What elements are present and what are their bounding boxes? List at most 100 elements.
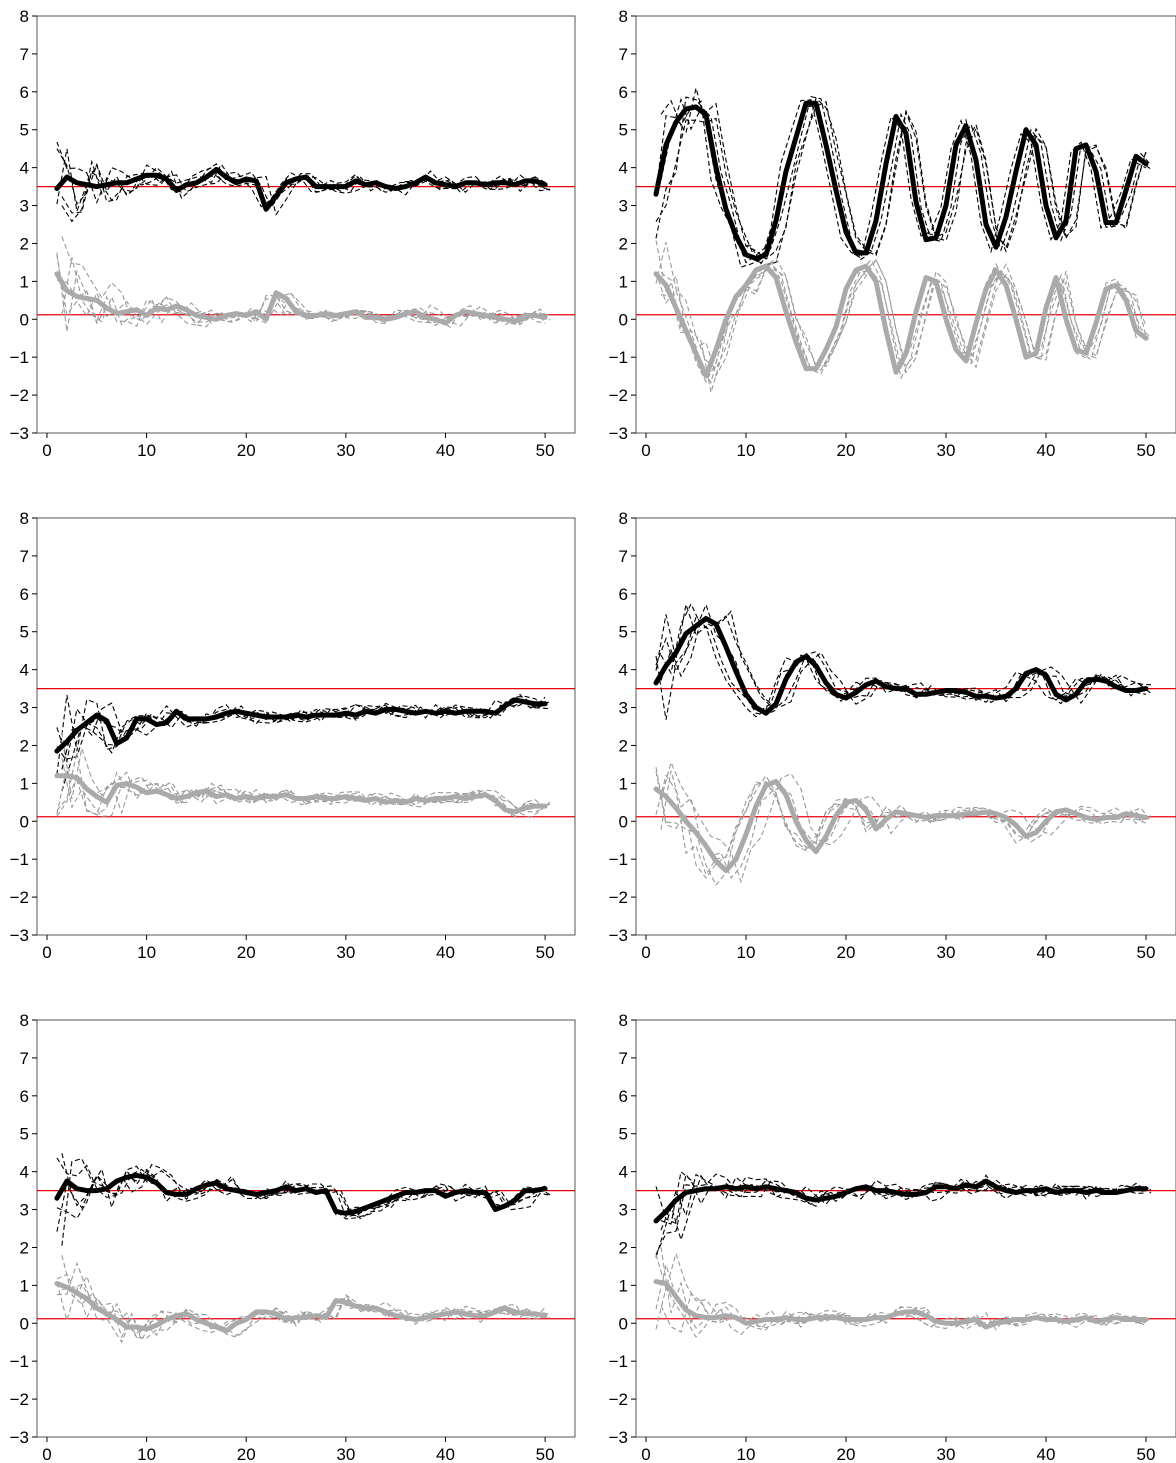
- lower-mean-line: [653, 263, 1149, 379]
- y-tick-label: −3: [10, 424, 29, 443]
- y-tick-label: 0: [20, 310, 29, 329]
- y-tick-label: 7: [619, 1049, 628, 1068]
- y-tick-label: −2: [10, 1390, 29, 1409]
- upper-run-line: [56, 695, 546, 760]
- x-tick-label: 40: [1037, 1445, 1056, 1463]
- y-tick-label: 7: [619, 45, 628, 64]
- x-tick-label: 10: [137, 1445, 156, 1463]
- upper-run-line: [61, 699, 551, 770]
- upper-run-line: [61, 159, 551, 223]
- panel-2: −3 −2 −1 0 1 2 3 4 5 6 7 8 0 10 20 30 40 50: [609, 7, 1176, 460]
- x-tick-label: 20: [237, 943, 256, 962]
- x-tick-label: 20: [837, 441, 856, 460]
- y-tick-label: 8: [619, 509, 628, 528]
- lower-mean-line: [54, 773, 548, 815]
- upper-run-line: [61, 1157, 551, 1246]
- y-tick-label: −2: [10, 386, 29, 405]
- x-tick-label: 0: [42, 943, 51, 962]
- y-tick-label: 8: [20, 1011, 29, 1030]
- x-tick-label: 30: [937, 1445, 956, 1463]
- x-tick-label: 30: [336, 1445, 355, 1463]
- plot-area: [636, 1170, 1176, 1338]
- x-tick-label: 50: [536, 943, 555, 962]
- y-tick-label: 2: [619, 234, 628, 253]
- y-tick-label: 3: [619, 699, 628, 718]
- upper-mean-line: [653, 100, 1149, 262]
- upper-run-line: [655, 97, 1147, 266]
- lower-run-line: [61, 732, 551, 819]
- x-tick-label: 20: [837, 943, 856, 962]
- x-tick-label: 10: [137, 441, 156, 460]
- y-tick-label: 2: [619, 1238, 628, 1257]
- x-tick-label: 30: [937, 441, 956, 460]
- y-tick-label: 0: [619, 1314, 628, 1333]
- y-tick-label: −1: [10, 348, 29, 367]
- y-tick-label: 1: [619, 1276, 628, 1295]
- plot-frame: [635, 15, 1176, 434]
- x-tick-label: 50: [536, 441, 555, 460]
- plot-frame: [36, 15, 576, 434]
- y-tick-label: 2: [20, 234, 29, 253]
- lower-run-line: [660, 1293, 1152, 1336]
- x-tick-label: 0: [641, 943, 650, 962]
- lower-run-line: [56, 279, 546, 328]
- y-tick-label: −1: [609, 348, 628, 367]
- x-tick-label: 50: [536, 1445, 555, 1463]
- y-tick-label: 3: [20, 1201, 29, 1220]
- upper-run-line: [56, 1165, 546, 1232]
- y-tick-label: −2: [609, 1390, 628, 1409]
- panel-4: −3 −2 −1 0 1 2 3 4 5 6 7 8 0 10 20 30 40 50: [609, 509, 1176, 962]
- y-tick-label: 3: [619, 197, 628, 216]
- x-tick-label: 40: [436, 1445, 455, 1463]
- y-tick-label: 4: [619, 1163, 628, 1182]
- y-tick-label: −2: [609, 888, 628, 907]
- y-tick-label: 4: [20, 159, 29, 178]
- y-tick-label: 5: [20, 623, 29, 642]
- x-tick-label: 30: [336, 441, 355, 460]
- lower-run-line: [655, 773, 1147, 876]
- lower-mean-line: [653, 1279, 1149, 1330]
- x-tick-label: 20: [237, 441, 256, 460]
- y-tick-label: 7: [619, 547, 628, 566]
- x-tick-label: 30: [937, 943, 956, 962]
- upper-mean-line: [54, 1172, 548, 1216]
- x-tick-label: 40: [436, 441, 455, 460]
- y-tick-label: 6: [20, 585, 29, 604]
- x-tick-label: 50: [1137, 441, 1156, 460]
- x-tick-label: 30: [336, 943, 355, 962]
- x-tick-label: 10: [737, 441, 756, 460]
- y-tick-label: 5: [20, 121, 29, 140]
- x-tick-label: 50: [1137, 943, 1156, 962]
- lower-run-line: [655, 258, 1147, 378]
- y-tick-label: 8: [20, 509, 29, 528]
- plot-area: [636, 87, 1176, 393]
- y-tick-label: −1: [609, 1352, 628, 1371]
- y-tick-label: 6: [20, 1087, 29, 1106]
- plot-frame: [635, 517, 1176, 936]
- x-tick-label: 0: [42, 1445, 51, 1463]
- y-tick-label: 1: [20, 272, 29, 291]
- y-tick-label: 8: [619, 1011, 628, 1030]
- y-tick-label: 8: [619, 7, 628, 26]
- y-tick-label: −3: [609, 1428, 628, 1447]
- x-tick-label: 0: [42, 441, 51, 460]
- y-tick-label: 3: [20, 197, 29, 216]
- plot-area: [636, 602, 1176, 887]
- plot-area: [37, 687, 575, 819]
- y-tick-label: −1: [10, 850, 29, 869]
- y-tick-label: 4: [20, 661, 29, 680]
- y-tick-label: −3: [609, 926, 628, 945]
- y-tick-label: 5: [619, 121, 628, 140]
- y-tick-label: −1: [609, 850, 628, 869]
- y-tick-label: 1: [619, 272, 628, 291]
- y-tick-label: 4: [619, 661, 628, 680]
- x-tick-label: 0: [641, 441, 650, 460]
- y-tick-label: 3: [619, 1201, 628, 1220]
- y-tick-label: 3: [20, 699, 29, 718]
- x-tick-label: 20: [237, 1445, 256, 1463]
- y-tick-label: 1: [20, 774, 29, 793]
- y-tick-label: 6: [619, 585, 628, 604]
- y-tick-label: −2: [609, 386, 628, 405]
